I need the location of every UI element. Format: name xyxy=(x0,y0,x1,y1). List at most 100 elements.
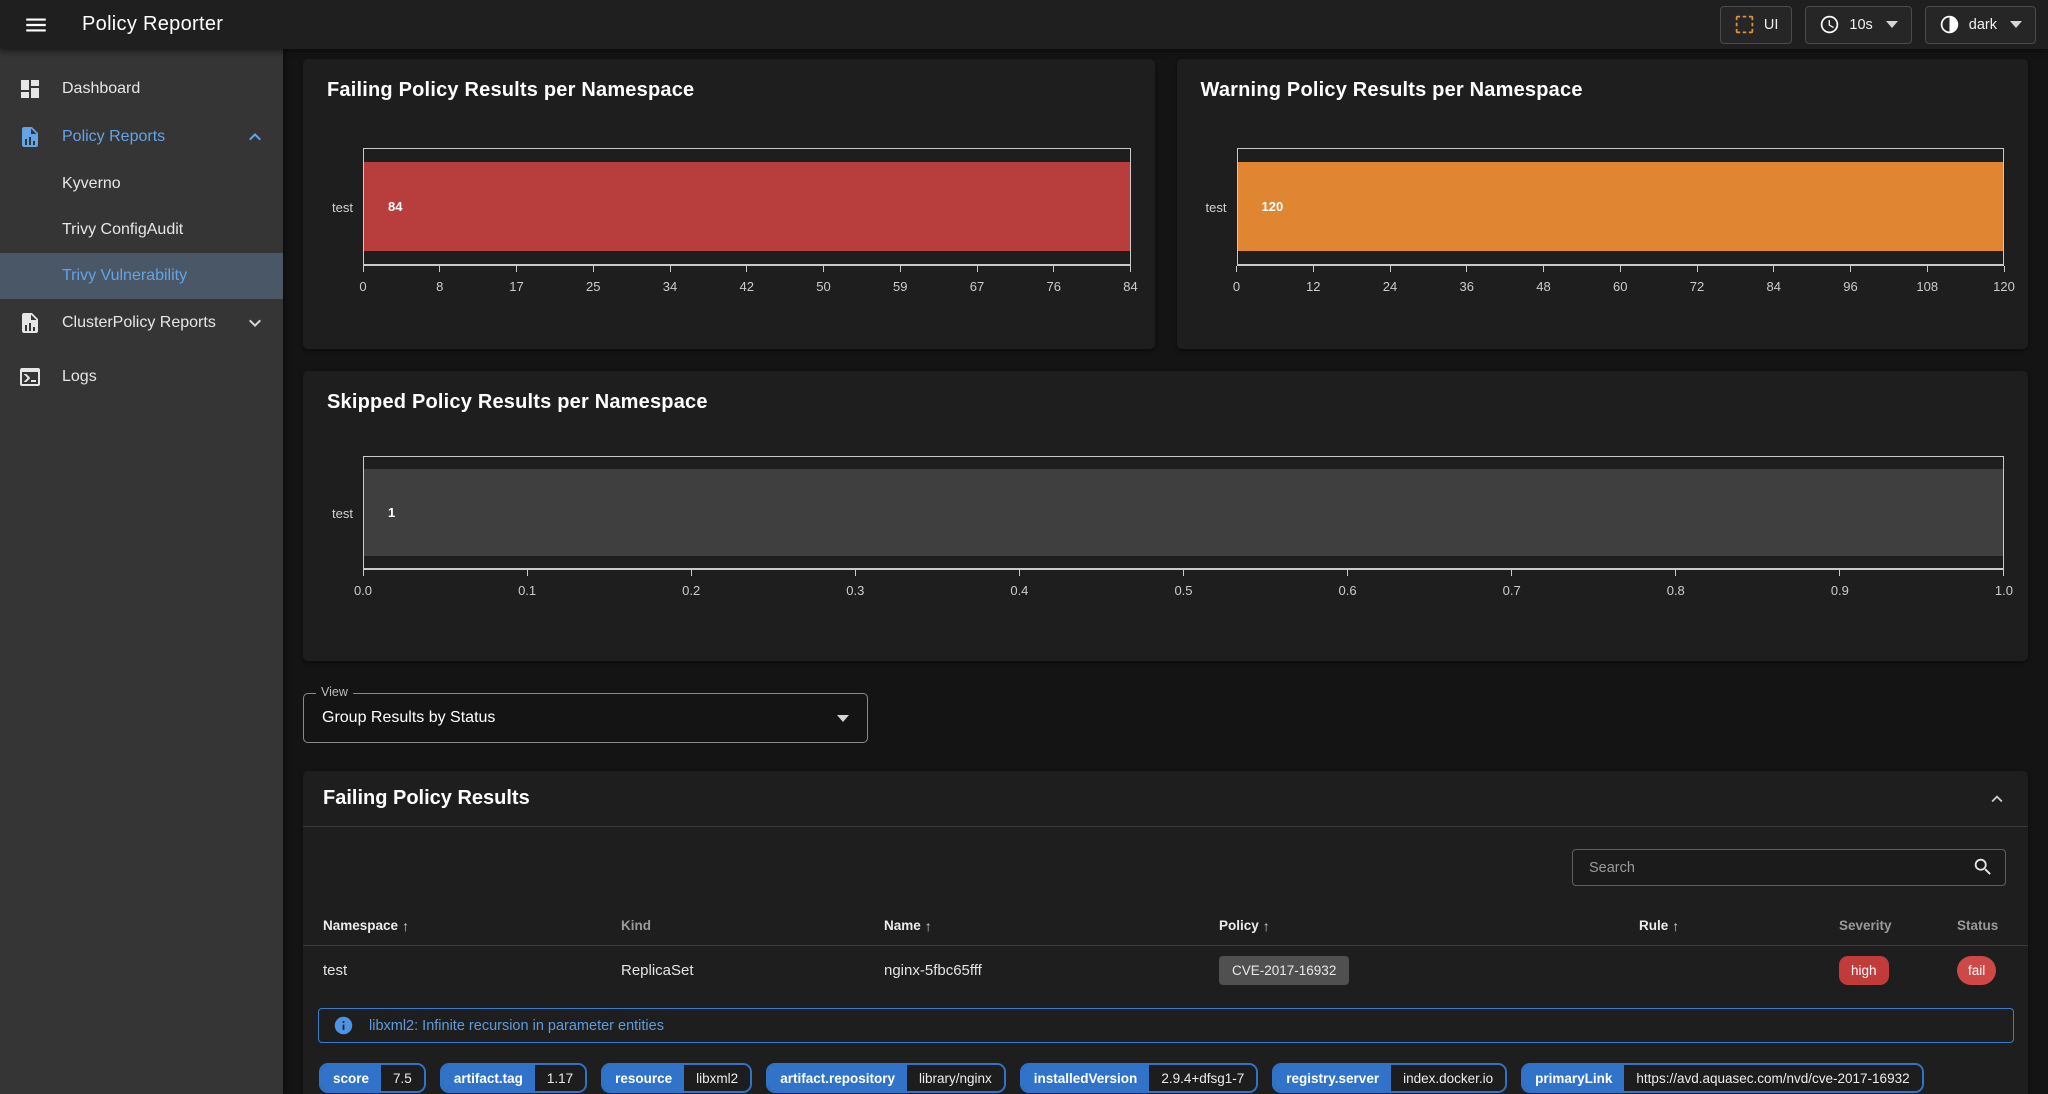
x-axis-ticks: 0 8 17 25 34 42 50 59 67 76 84 xyxy=(359,266,1138,294)
sidebar-item-logs[interactable]: Logs xyxy=(0,353,283,401)
property-chip-value: https://avd.aquasec.com/nvd/cve-2017-169… xyxy=(1624,1065,1922,1091)
cell-kind: ReplicaSet xyxy=(621,962,694,979)
view-select[interactable]: View Group Results by Status xyxy=(303,685,868,743)
sort-ascending-icon: ↑ xyxy=(1262,917,1270,934)
skipped-bar: 1 xyxy=(364,469,2003,556)
sidebar-item-label: Trivy Vulnerability xyxy=(62,267,188,284)
ui-profile-button[interactable]: UI xyxy=(1719,5,1793,44)
search-input[interactable] xyxy=(1572,849,2006,886)
column-header-status[interactable]: Status xyxy=(1957,918,1999,933)
sidebar-item-label: ClusterPolicy Reports xyxy=(62,314,216,331)
refresh-interval-select[interactable]: 10s xyxy=(1805,5,1912,44)
info-icon xyxy=(333,1015,354,1036)
column-header-rule[interactable]: Rule ↑ xyxy=(1639,917,1680,934)
hamburger-menu-button[interactable] xyxy=(16,5,56,45)
app-title: Policy Reporter xyxy=(82,13,224,35)
column-header-namespace[interactable]: Namespace ↑ xyxy=(323,917,410,934)
policy-chip[interactable]: CVE-2017-16932 xyxy=(1219,956,1350,985)
table-row[interactable]: test ReplicaSet nginx-5fbc65fff CVE-2017… xyxy=(303,946,2028,995)
y-axis-category-label: test xyxy=(332,199,353,215)
chevron-up-icon xyxy=(243,125,267,149)
property-chip: artifact.tag 1.17 xyxy=(439,1063,588,1093)
warning-bar: 120 xyxy=(1237,161,2003,252)
collapse-chevron-up-icon[interactable] xyxy=(1986,788,2008,810)
x-axis-ticks: 0.0 0.1 0.2 0.3 0.4 0.5 0.6 0.7 0.8 0.9 1.0 xyxy=(354,570,2013,598)
property-chip-label: artifact.tag xyxy=(441,1065,535,1091)
plot-area: 84 xyxy=(363,148,1131,266)
sidebar-item-label: Dashboard xyxy=(62,80,141,97)
chevron-down-icon xyxy=(837,714,849,722)
plot-area: 1 xyxy=(363,456,2004,570)
hamburger-menu-icon xyxy=(23,12,49,38)
main-content: Failing Policy Results per Namespace tes… xyxy=(283,49,2048,1094)
app-bar: Policy Reporter UI 10s dark xyxy=(0,0,2048,49)
selection-frame-icon xyxy=(1734,14,1755,35)
theme-icon xyxy=(1939,14,1960,35)
skipped-chart-card: Skipped Policy Results per Namespace tes… xyxy=(303,371,2028,661)
sidebar-item-label: Trivy ConfigAudit xyxy=(62,221,184,238)
sort-ascending-icon: ↑ xyxy=(402,917,410,934)
column-header-name[interactable]: Name ↑ xyxy=(884,917,932,934)
bar-value-label: 120 xyxy=(1261,199,1284,214)
file-chart-icon xyxy=(18,125,42,149)
chart-title: Failing Policy Results per Namespace xyxy=(327,79,695,101)
property-chip-label: artifact.repository xyxy=(768,1065,907,1091)
failing-chart-card: Failing Policy Results per Namespace tes… xyxy=(303,59,1155,349)
status-badge: fail xyxy=(1957,956,1997,985)
property-chip-label: resource xyxy=(603,1065,685,1091)
property-chip: primaryLink https://avd.aquasec.com/nvd/c… xyxy=(1521,1063,1924,1093)
property-chip-label: registry.server xyxy=(1274,1065,1392,1091)
property-chip-value: index.docker.io xyxy=(1391,1065,1506,1091)
sidebar-item-trivy-vulnerability[interactable]: Trivy Vulnerability xyxy=(0,253,283,299)
property-chip-label: installedVersion xyxy=(1021,1065,1150,1091)
property-chip: registry.server index.docker.io xyxy=(1272,1063,1508,1093)
vulnerability-link[interactable]: libxml2: Infinite recursion in parameter… xyxy=(369,1017,664,1034)
sort-ascending-icon: ↑ xyxy=(924,917,932,934)
divider xyxy=(303,826,2028,827)
file-chart-icon xyxy=(18,311,42,335)
y-axis-category-label: test xyxy=(332,505,353,521)
view-select-label: View xyxy=(316,685,353,699)
results-section-title: Failing Policy Results xyxy=(323,787,530,809)
severity-badge: high xyxy=(1839,956,1889,985)
bar-value-label: 84 xyxy=(388,199,403,214)
column-header-kind[interactable]: Kind xyxy=(621,918,651,933)
sidebar-item-label: Kyverno xyxy=(62,175,121,192)
vulnerability-info-alert: libxml2: Infinite recursion in parameter… xyxy=(318,1008,2014,1043)
sidebar-item-kyverno[interactable]: Kyverno xyxy=(0,161,283,207)
search-icon xyxy=(1972,856,1994,878)
property-chip-list: score 7.5 artifact.tag 1.17 resource libxml2 a… xyxy=(319,1063,2012,1093)
cell-name: nginx-5fbc65fff xyxy=(884,962,982,979)
chevron-down-icon xyxy=(1885,21,1898,28)
table-header-row: Namespace ↑ Kind Name ↑ Policy ↑ Rule ↑ Seve… xyxy=(303,906,2028,946)
x-axis-ticks: 0 12 24 36 48 60 72 84 96 108 120 xyxy=(1233,266,2015,294)
bar-value-label: 1 xyxy=(388,504,396,520)
view-select-value: Group Results by Status xyxy=(322,709,496,726)
sidebar-item-policy-reports[interactable]: Policy Reports xyxy=(0,113,283,161)
plot-area: 120 xyxy=(1236,148,2004,266)
ui-button-label: UI xyxy=(1763,16,1779,33)
sort-ascending-icon: ↑ xyxy=(1672,917,1680,934)
warning-chart-card: Warning Policy Results per Namespace tes… xyxy=(1176,59,2028,349)
sidebar-item-trivy-configaudit[interactable]: Trivy ConfigAudit xyxy=(0,207,283,253)
property-chip-value: 7.5 xyxy=(381,1065,424,1091)
property-chip-value: library/nginx xyxy=(906,1065,1004,1091)
chart-title: Warning Policy Results per Namespace xyxy=(1200,79,1583,101)
property-chip: resource libxml2 xyxy=(601,1063,753,1093)
column-header-policy[interactable]: Policy ↑ xyxy=(1219,917,1270,934)
clock-icon xyxy=(1819,14,1840,35)
property-chip-value: libxml2 xyxy=(684,1065,751,1091)
property-chip: artifact.repository library/nginx xyxy=(766,1063,1006,1093)
property-chip-label: score xyxy=(321,1065,382,1091)
sidebar-item-label: Logs xyxy=(62,368,97,385)
sidebar-item-clusterpolicy-reports[interactable]: ClusterPolicy Reports xyxy=(0,299,283,347)
column-header-severity[interactable]: Severity xyxy=(1839,918,1892,933)
sidebar: Dashboard Policy Reports Kyverno Trivy C… xyxy=(0,49,283,1094)
theme-select[interactable]: dark xyxy=(1924,5,2036,44)
property-chip: score 7.5 xyxy=(319,1063,426,1093)
refresh-interval-value: 10s xyxy=(1849,16,1873,33)
chevron-down-icon xyxy=(2010,21,2022,28)
sidebar-item-dashboard[interactable]: Dashboard xyxy=(0,65,283,113)
y-axis-category-label: test xyxy=(1205,199,1227,215)
failing-bar: 84 xyxy=(364,161,1130,252)
